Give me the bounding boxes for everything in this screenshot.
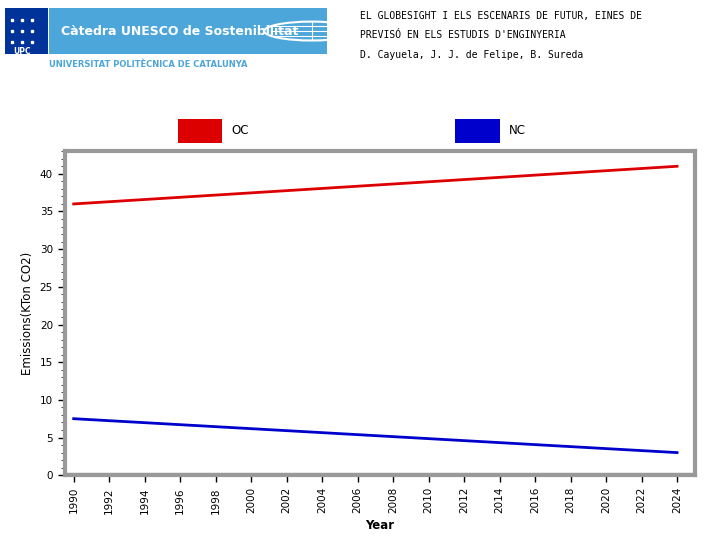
- Bar: [179, 119, 222, 143]
- Text: NC: NC: [509, 124, 526, 138]
- Bar: [456, 119, 500, 143]
- Text: D. Cayuela, J. J. de Felipe, B. Sureda: D. Cayuela, J. J. de Felipe, B. Sureda: [360, 50, 583, 60]
- X-axis label: Year: Year: [365, 519, 395, 532]
- Y-axis label: Emissions(KTon CO2): Emissions(KTon CO2): [21, 252, 34, 375]
- Text: OC: OC: [232, 124, 249, 138]
- Text: UNIVERSITAT POLITÈCNICA DE CATALUNYA: UNIVERSITAT POLITÈCNICA DE CATALUNYA: [49, 60, 248, 69]
- Text: Càtedra UNESCO de Sostenibilitat: Càtedra UNESCO de Sostenibilitat: [61, 24, 298, 38]
- Text: PREVISÓ EN ELS ESTUDIS D'ENGINYERIA: PREVISÓ EN ELS ESTUDIS D'ENGINYERIA: [360, 30, 566, 40]
- Bar: [5, 8, 48, 54]
- Bar: [65, 472, 695, 481]
- Bar: [49, 8, 327, 54]
- Text: EL GLOBESIGHT I ELS ESCENARIS DE FUTUR, EINES DE: EL GLOBESIGHT I ELS ESCENARIS DE FUTUR, …: [360, 11, 642, 21]
- Text: UPC: UPC: [14, 47, 31, 56]
